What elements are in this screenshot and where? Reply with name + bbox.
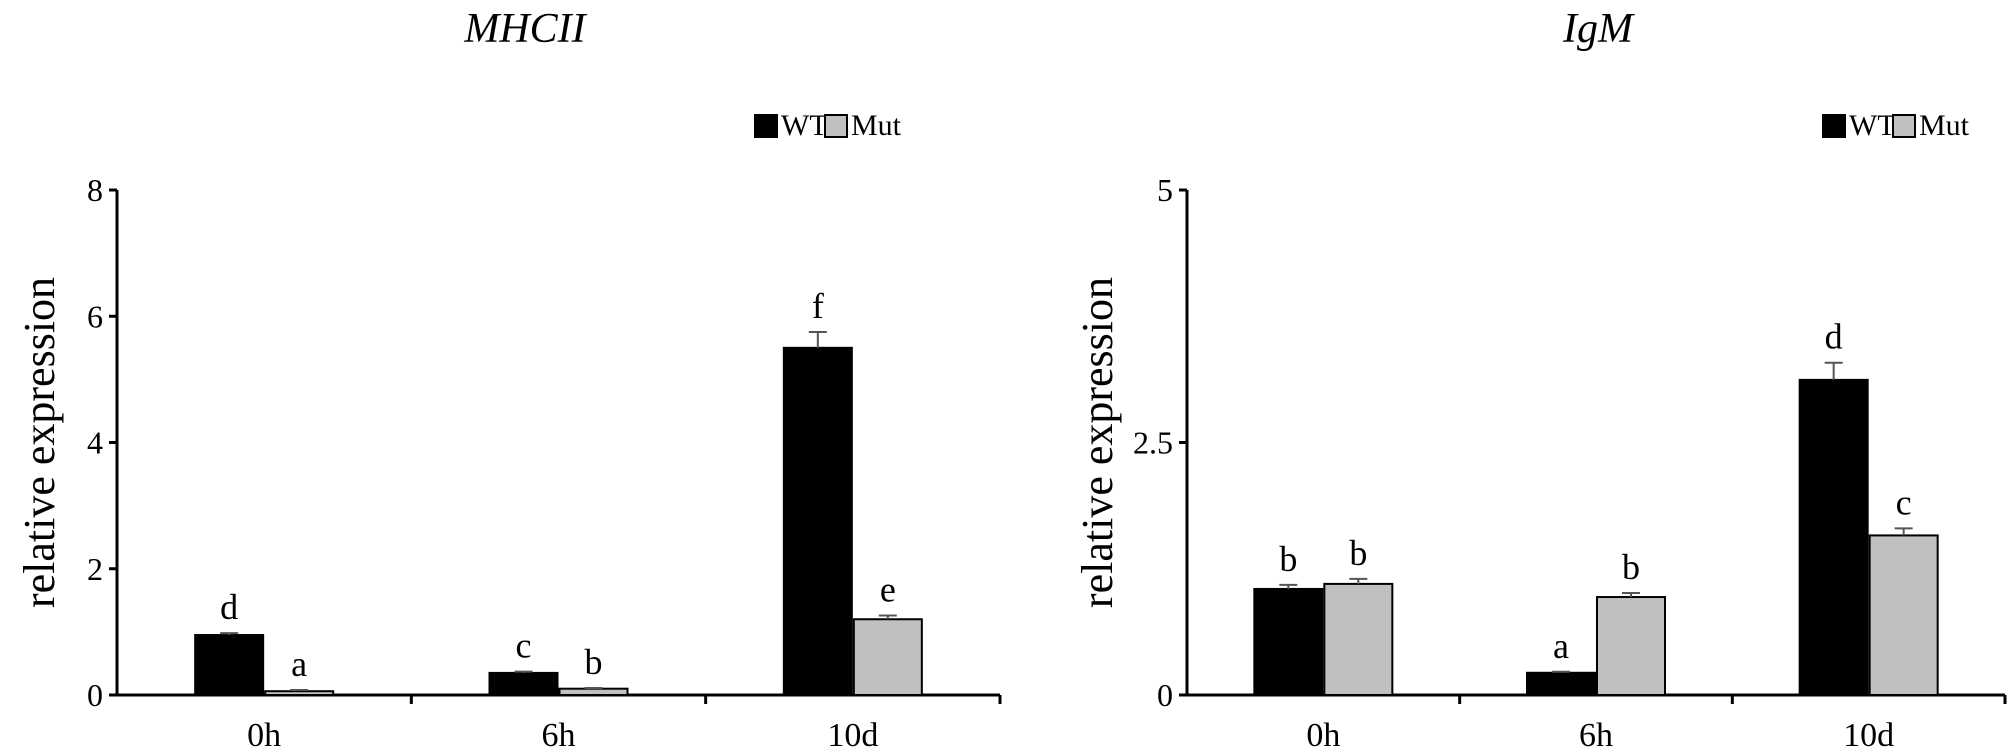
legend-label-wt: WT: [1849, 109, 1896, 142]
significance-label: c: [1896, 482, 1912, 522]
y-tick-label: 2.5: [1133, 425, 1173, 461]
legend-swatch-wt: [754, 114, 778, 138]
y-tick-label: 4: [87, 425, 103, 461]
bar-mut: [1868, 534, 1939, 696]
significance-label: c: [516, 626, 532, 666]
bar-wt: [1526, 671, 1596, 697]
bar-wt: [1798, 378, 1869, 696]
chart-igm: IgM relative expression 0 2.5 5 0h b b 6h a b 10d…: [1073, 6, 2007, 751]
significance-label: b: [1349, 533, 1367, 573]
x-tick-label: 6h: [542, 717, 576, 751]
legend: WT Mut: [1822, 109, 1970, 142]
significance-label: a: [291, 644, 307, 684]
bar-mut: [1596, 596, 1666, 697]
x-tick-label: 10d: [1843, 717, 1894, 751]
legend-label-mut: Mut: [851, 109, 902, 142]
y-tick-label: 6: [87, 298, 103, 334]
significance-label: a: [1553, 626, 1569, 666]
legend-swatch-wt: [1822, 114, 1846, 138]
legend-label-mut: Mut: [1919, 109, 1970, 142]
y-axis-label: relative expression: [1073, 277, 1122, 608]
y-tick-label: 8: [87, 172, 103, 208]
x-tick-label: 6h: [1579, 717, 1613, 751]
bar-wt: [194, 634, 265, 696]
chart-title: MHCII: [463, 6, 587, 52]
chart-mhcii: MHCII relative expression 0 2 4 6 8 0h d a 6h c b 1…: [15, 6, 1002, 751]
bar-mut: [264, 690, 335, 697]
bar-wt: [782, 346, 853, 696]
significance-label: e: [880, 569, 896, 609]
y-tick-label: 2: [87, 551, 103, 587]
legend: WT Mut: [754, 109, 902, 142]
x-tick-label: 10d: [827, 717, 878, 751]
significance-label: d: [220, 587, 238, 627]
x-tick-label: 0h: [247, 717, 281, 751]
significance-label: d: [1825, 317, 1843, 357]
y-tick-label: 0: [1157, 677, 1173, 713]
y-tick-label: 5: [1157, 172, 1173, 208]
bar-wt: [488, 671, 559, 696]
x-tick-label: 0h: [1306, 717, 1340, 751]
y-axis-label: relative expression: [15, 277, 64, 608]
chart-title: IgM: [1562, 6, 1635, 52]
bar-mut: [852, 618, 923, 696]
significance-label: b: [585, 642, 603, 682]
bar-mut: [1323, 582, 1394, 697]
bar-wt: [1253, 587, 1324, 697]
significance-label: f: [812, 286, 824, 326]
bar-mut: [558, 687, 629, 696]
legend-label-wt: WT: [781, 109, 828, 142]
legend-swatch-mut: [1892, 114, 1916, 138]
significance-label: b: [1622, 547, 1640, 587]
legend-swatch-mut: [824, 114, 848, 138]
significance-label: b: [1279, 539, 1297, 579]
y-tick-label: 0: [87, 677, 103, 713]
